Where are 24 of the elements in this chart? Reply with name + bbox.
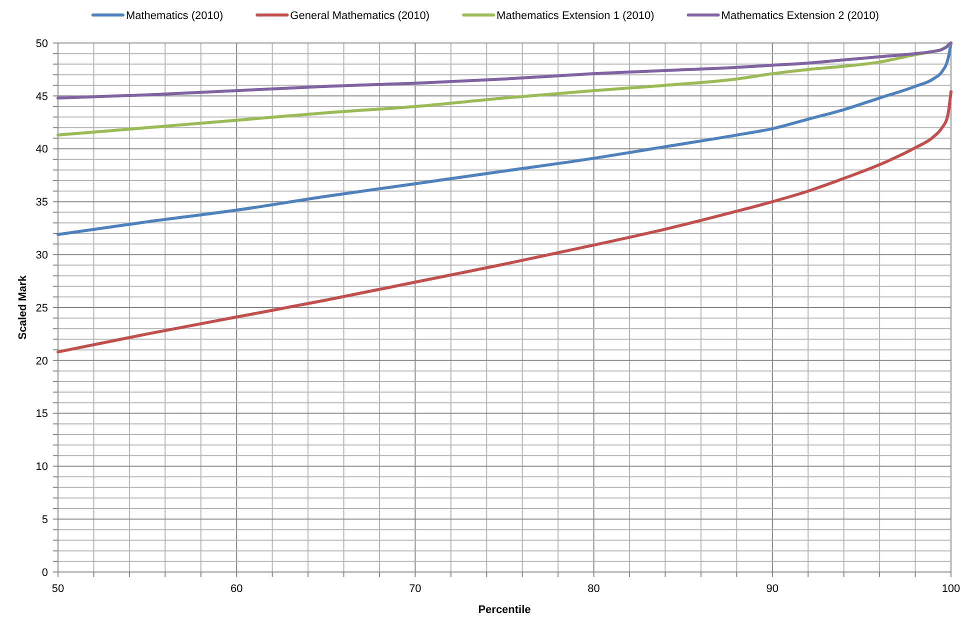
legend-label: Mathematics (2010) — [126, 10, 224, 22]
y-tick-label: 30 — [36, 249, 48, 262]
line-series — [56, 90, 952, 354]
legend-label: Mathematics Extension 1 (2010) — [496, 10, 654, 22]
y-tick-label: 35 — [36, 196, 48, 209]
x-tick-label: 50 — [52, 582, 64, 595]
legend-label: General Mathematics (2010) — [290, 10, 430, 22]
x-tick-label: 90 — [766, 582, 779, 595]
y-tick-label: 20 — [36, 355, 48, 368]
x-axis-title: Percentile — [478, 604, 531, 616]
x-tick-label: 70 — [409, 582, 422, 595]
x-tick-label: 100 — [942, 582, 960, 595]
y-tick-label: 5 — [42, 514, 48, 526]
y-tick-label: 40 — [36, 144, 48, 156]
x-tick-label: 80 — [588, 582, 600, 595]
y-tick-label: 50 — [36, 38, 48, 50]
y-tick-label: 25 — [36, 302, 48, 314]
y-tick-label: 45 — [36, 90, 48, 103]
y-tick-label: 10 — [36, 461, 48, 474]
y-tick-label: 0 — [42, 566, 48, 579]
y-axis-title: Scaled Mark — [16, 274, 29, 340]
legend-label: Mathematics Extension 2 (2010) — [721, 10, 880, 22]
x-tick-label: 60 — [230, 582, 243, 595]
y-tick-label: 15 — [36, 408, 48, 420]
